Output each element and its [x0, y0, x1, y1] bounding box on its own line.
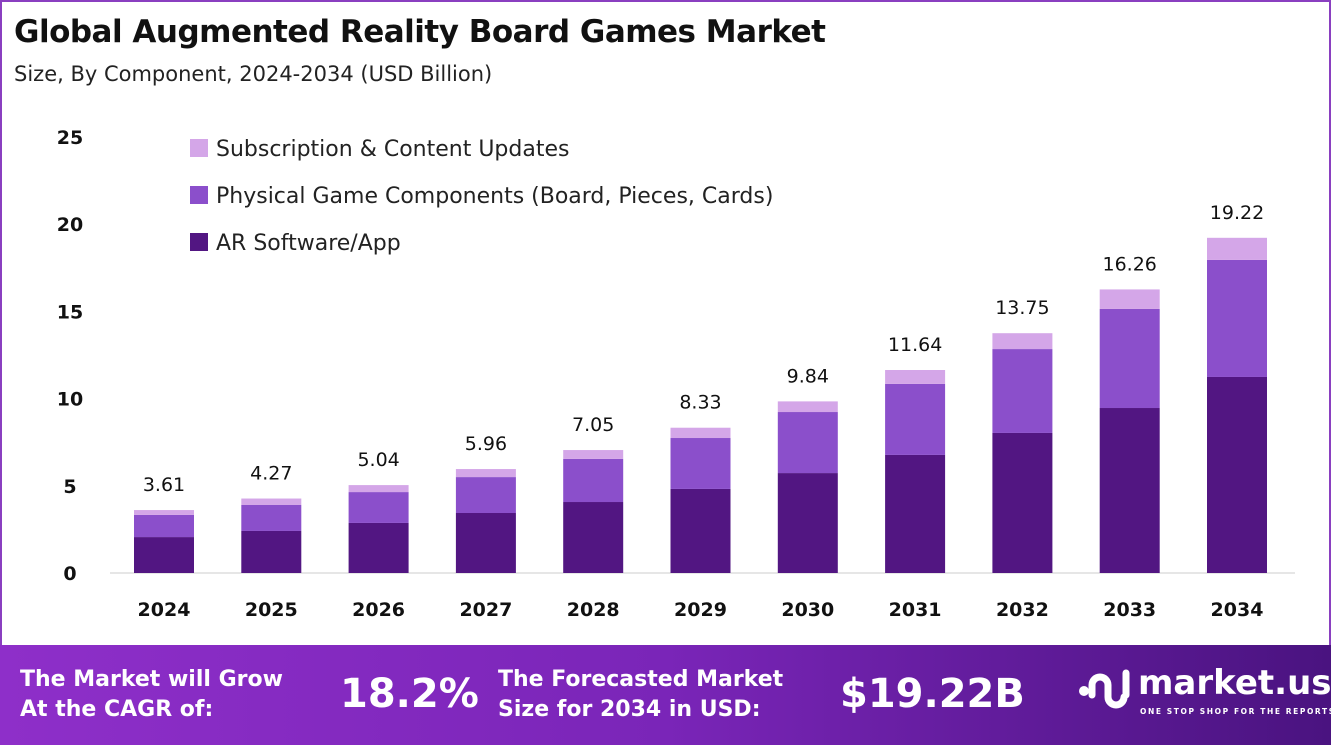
forecast-label: The Forecasted Market Size for 2034 in US…: [498, 665, 783, 725]
stacked-bar-chart: 05101520253.6120244.2720255.0420265.9620…: [57, 127, 1295, 621]
bar-segment: [1099, 408, 1160, 573]
total-label: 8.33: [679, 392, 721, 414]
bar-segment: [1207, 376, 1267, 573]
x-tick-label: 2029: [674, 599, 727, 621]
forecast-label-line2: Size for 2034 in USD:: [498, 697, 761, 722]
bar-segment: [241, 530, 302, 573]
x-tick-label: 2026: [352, 599, 405, 621]
bar-segment: [670, 488, 731, 573]
x-tick-label: 2027: [459, 599, 512, 621]
bar-segment: [348, 522, 409, 573]
x-tick-label: 2033: [1103, 599, 1156, 621]
bar-segment: [348, 485, 409, 493]
x-tick-label: 2034: [1211, 599, 1264, 621]
bar-segment: [134, 537, 194, 573]
bar-segment: [885, 454, 946, 573]
bar-segment: [885, 383, 946, 455]
bar-segment: [777, 401, 838, 413]
cagr-value: 18.2%: [340, 671, 479, 717]
footer-banner: The Market will Grow At the CAGR of: 18.2…: [0, 645, 1331, 745]
total-label: 4.27: [250, 463, 292, 485]
total-label: 9.84: [787, 365, 829, 387]
y-tick-label: 25: [57, 127, 83, 149]
legend-swatch: [190, 186, 208, 204]
bar-segment: [455, 513, 516, 573]
bar-segment: [885, 369, 946, 384]
total-label: 16.26: [1102, 253, 1156, 275]
legend-label: Subscription & Content Updates: [216, 137, 569, 162]
x-tick-label: 2025: [245, 599, 298, 621]
total-label: 3.61: [143, 474, 185, 496]
brand-name: market.us: [1138, 663, 1331, 703]
bar-segment: [134, 514, 194, 538]
chart-title: Global Augmented Reality Board Games Mar…: [14, 14, 826, 50]
bar-segment: [241, 504, 302, 531]
x-tick-label: 2032: [996, 599, 1049, 621]
brand-tagline: ONE STOP SHOP FOR THE REPORTS: [1140, 707, 1331, 716]
y-tick-label: 5: [63, 476, 76, 498]
bar-segment: [455, 469, 516, 478]
bar-segment: [563, 450, 624, 459]
total-label: 5.04: [357, 449, 399, 471]
total-label: 13.75: [995, 297, 1049, 319]
bar-segment: [563, 458, 624, 503]
bar-segment: [992, 349, 1053, 433]
bar-segment: [1099, 308, 1160, 409]
bar-segment: [241, 498, 302, 505]
bar-segment: [777, 412, 838, 474]
bar-segment: [1207, 259, 1267, 377]
cagr-label-line2: At the CAGR of:: [20, 697, 214, 722]
y-tick-label: 20: [57, 214, 83, 236]
legend-label: Physical Game Components (Board, Pieces,…: [216, 184, 773, 209]
total-label: 11.64: [888, 334, 942, 356]
logo-icon: [1079, 669, 1130, 709]
bar-segment: [348, 492, 409, 523]
x-tick-label: 2030: [781, 599, 834, 621]
legend-label: AR Software/App: [216, 231, 401, 256]
bar-segment: [563, 502, 624, 573]
x-tick-label: 2028: [567, 599, 620, 621]
bar-segment: [1099, 289, 1160, 309]
bar-segment: [992, 333, 1053, 350]
cagr-label: The Market will Grow At the CAGR of:: [20, 665, 283, 725]
chart-subtitle: Size, By Component, 2024-2034 (USD Billi…: [14, 62, 493, 86]
legend-swatch: [190, 233, 208, 251]
total-label: 19.22: [1210, 202, 1264, 224]
legend-swatch: [190, 139, 208, 157]
y-tick-label: 15: [57, 301, 83, 323]
total-label: 7.05: [572, 414, 614, 436]
bar-segment: [777, 473, 838, 573]
y-tick-label: 10: [57, 389, 83, 411]
bar-segment: [992, 432, 1053, 573]
y-tick-label: 0: [63, 563, 76, 585]
x-tick-label: 2024: [138, 599, 191, 621]
bar-segment: [670, 438, 731, 489]
total-label: 5.96: [465, 433, 507, 455]
forecast-label-line1: The Forecasted Market: [498, 667, 784, 692]
cagr-label-line1: The Market will Grow: [20, 667, 283, 692]
bar-segment: [134, 510, 194, 515]
bar-segment: [670, 427, 731, 439]
bar-segment: [1207, 237, 1267, 260]
x-tick-label: 2031: [889, 599, 942, 621]
forecast-value: $19.22B: [840, 671, 1025, 717]
bar-segment: [455, 477, 516, 514]
